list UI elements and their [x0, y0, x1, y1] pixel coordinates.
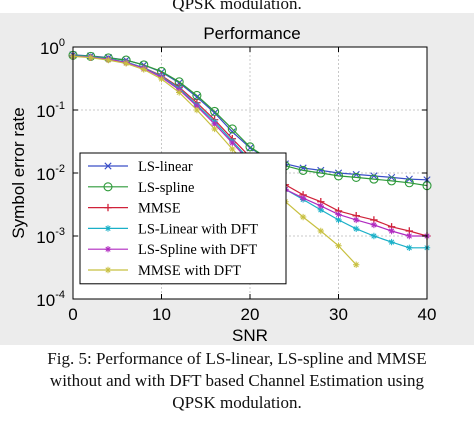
data-point [406, 232, 413, 240]
caption-line-1: Fig. 5: Performance of LS-linear, LS-spl… [47, 349, 427, 368]
data-point [370, 172, 378, 180]
y-tick-label: 10-3 [36, 226, 65, 247]
legend-marker [104, 203, 112, 212]
data-point [388, 238, 395, 246]
data-point [317, 206, 324, 214]
data-point [299, 213, 307, 221]
data-point [317, 227, 324, 235]
data-point [298, 165, 308, 175]
data-point [122, 60, 130, 67]
data-point [388, 173, 396, 182]
data-point [351, 172, 361, 182]
data-point [406, 244, 413, 251]
data-point [317, 202, 324, 210]
legend-label: LS-spline [138, 180, 194, 196]
data-point [335, 216, 342, 224]
y-tick-label: 10-4 [36, 289, 65, 310]
y-axis-label: Symbol error rate [9, 107, 28, 238]
legend-marker [104, 266, 112, 274]
legend-item: LS-Linear with DFT [88, 221, 258, 237]
data-point [229, 145, 236, 153]
series-line-2 [72, 54, 428, 187]
legend-box [79, 152, 287, 285]
data-point [353, 261, 360, 268]
x-tick-label: 10 [152, 305, 171, 324]
legend-marker [104, 225, 112, 232]
legend-marker [103, 182, 113, 192]
x-tick-label: 0 [68, 305, 77, 324]
legend-marker [104, 162, 112, 170]
data-point [299, 194, 307, 202]
data-point [210, 106, 220, 116]
data-point [193, 102, 201, 110]
chart-title: Performance [203, 24, 300, 43]
legend-label: MMSE with DFT [138, 263, 241, 279]
legend-item: LS-linear [88, 159, 193, 175]
legend-item: MMSE with DFT [88, 263, 241, 279]
data-point [335, 242, 342, 249]
caption-line-2: without and with DFT based Channel Estim… [49, 371, 425, 390]
data-point [211, 120, 218, 128]
data-point [353, 225, 360, 233]
caption-line-3: QPSK modulation. [172, 393, 302, 412]
y-tick-label: 10-1 [36, 100, 65, 121]
data-point [87, 54, 94, 61]
data-point [370, 221, 378, 229]
data-point [387, 176, 397, 186]
data-point [352, 170, 360, 178]
legend-label: LS-Spline with DFT [138, 242, 257, 258]
legend-label: MMSE [138, 201, 181, 217]
x-tick-label: 20 [241, 305, 260, 324]
data-point [333, 171, 344, 181]
legend-label: LS-Linear with DFT [138, 221, 258, 237]
data-point [105, 56, 112, 64]
data-point [193, 106, 201, 114]
top-caption-fragment: QPSK modulation. [172, 0, 302, 13]
data-point [229, 139, 236, 147]
figure-caption: Fig. 5: Performance of LS-linear, LS-spl… [8, 348, 466, 414]
legend-item: LS-spline [88, 180, 194, 196]
data-point [316, 168, 326, 178]
data-point [140, 66, 147, 73]
legend-item: LS-Spline with DFT [88, 242, 257, 258]
data-point [245, 142, 255, 152]
y-tick-label: 100 [40, 37, 65, 58]
x-tick-label: 30 [329, 305, 348, 324]
data-point [176, 89, 183, 96]
performance-chart: 0 10 20 30 40 100 10-1 10-2 10-3 10-4 Performance S… [9, 24, 437, 345]
y-tick-label: 10-2 [36, 163, 65, 184]
x-axis-label: SNR [232, 326, 268, 345]
data-point [158, 75, 165, 83]
data-point [370, 232, 378, 240]
legend-label: LS-linear [138, 159, 193, 175]
data-point [335, 211, 342, 218]
data-point [353, 216, 360, 224]
data-point [404, 178, 414, 188]
data-point [227, 124, 237, 134]
data-point [369, 174, 379, 184]
x-tick-label: 40 [418, 305, 437, 324]
data-point [388, 227, 395, 235]
legend-item: MMSE [88, 201, 181, 217]
legend: LS-linear LS-spline MMSE LS-Linear with DFT… [79, 152, 287, 285]
data-point [228, 128, 236, 136]
data-point [211, 125, 218, 133]
legend-marker [104, 246, 112, 253]
